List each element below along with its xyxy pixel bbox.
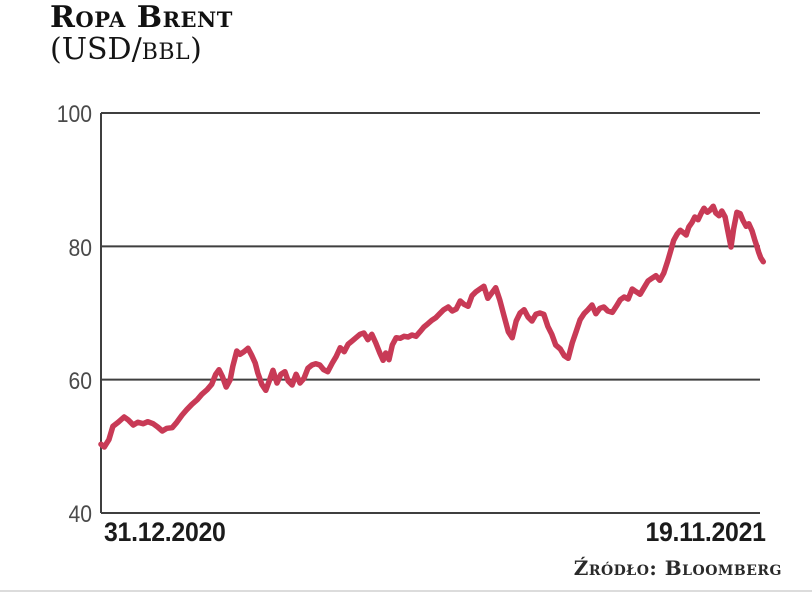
y-axis-label-60: 60 [68, 368, 92, 395]
y-axis-label-40: 40 [68, 501, 92, 528]
chart-title: Ropa Brent [50, 0, 233, 35]
source-attribution: Źródło: Bloomberg [573, 556, 782, 580]
y-axis-label-80: 80 [68, 235, 92, 262]
x-axis-label-end-date: 19.11.2021 [645, 517, 766, 547]
price-line [98, 203, 767, 450]
y-axis-label-100: 100 [56, 101, 92, 128]
gridlines [100, 112, 760, 514]
chart-unit-subtitle: (USD/BBL) [50, 34, 233, 69]
unit-pre: (USD/ [50, 32, 142, 67]
chart-header: Ropa Brent (USD/BBL) [50, 2, 233, 69]
x-axis-label-start-date: 31.12.2020 [104, 517, 226, 547]
bottom-divider [0, 590, 812, 592]
unit-bbl: BBL [141, 40, 191, 65]
unit-post: ) [190, 32, 202, 67]
